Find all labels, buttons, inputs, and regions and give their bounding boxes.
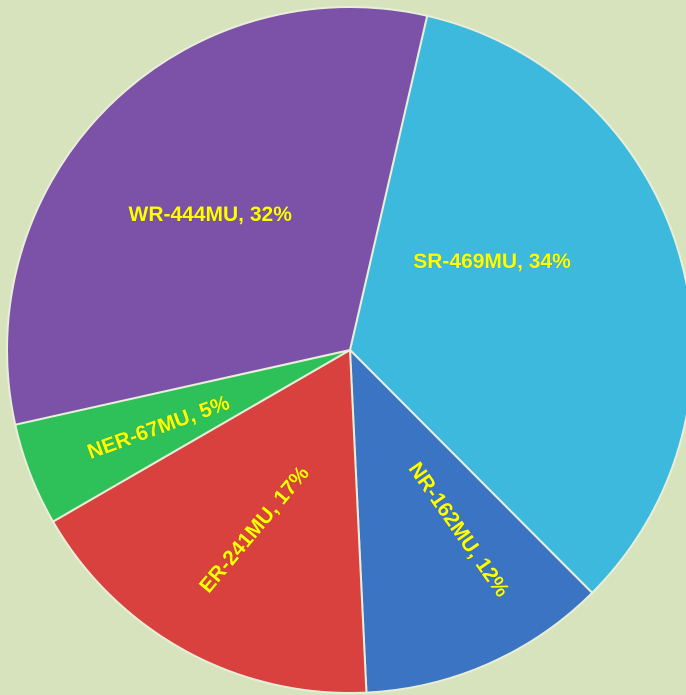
- data-label: SR-469MU, 34%: [413, 250, 571, 273]
- pie-slice: [348, 14, 686, 595]
- pie-slice: [348, 347, 594, 694]
- pie-slice: [51, 348, 368, 694]
- data-label: WR-444MU, 32%: [128, 203, 292, 226]
- pie-slice: [6, 6, 429, 426]
